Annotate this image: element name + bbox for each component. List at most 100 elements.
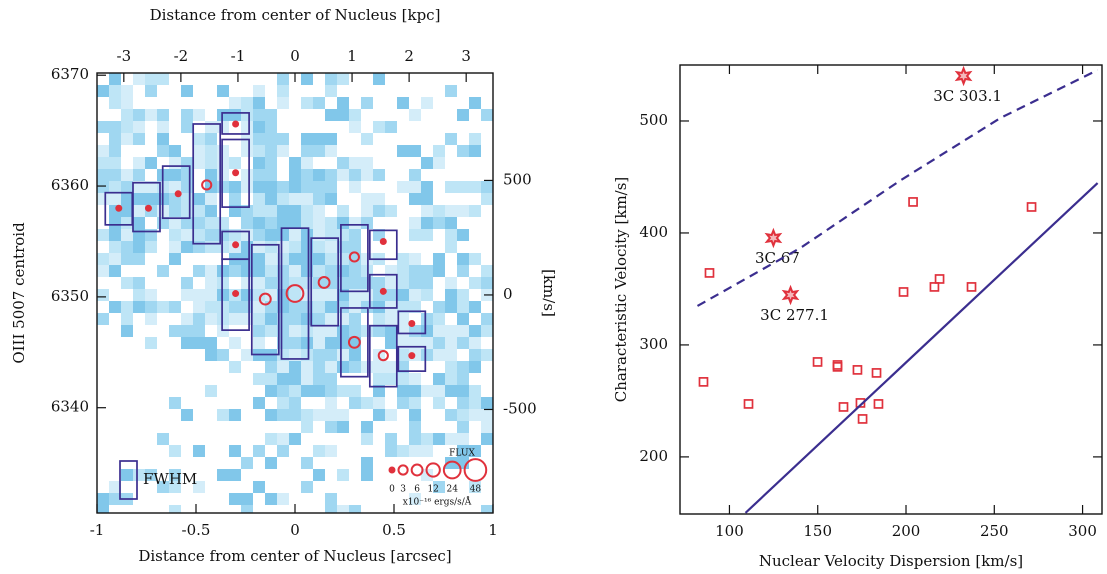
background-pixel [121,325,133,337]
background-pixel [409,289,421,301]
background-pixel [277,85,289,97]
background-pixel [181,109,193,121]
background-pixel [289,229,301,241]
background-pixel [289,289,301,301]
background-pixel [193,265,205,277]
background-pixel [445,241,457,253]
background-pixel [265,277,277,289]
y-tick-label: 6360 [51,176,89,194]
background-pixel [385,409,397,421]
background-pixel [289,253,301,265]
background-pixel [205,385,217,397]
background-pixel [205,289,217,301]
y-tick-label: 200 [639,447,668,465]
background-pixel [469,385,481,397]
background-pixel [349,361,361,373]
flux-point [381,239,386,244]
background-pixel [145,73,157,85]
background-pixel [121,229,133,241]
background-pixel [373,313,385,325]
background-pixel [409,193,421,205]
background-pixel [409,397,421,409]
background-pixel [205,157,217,169]
background-pixel [289,409,301,421]
background-pixel [265,193,277,205]
plot-frame [680,65,1102,514]
background-pixel [313,409,325,421]
y-tick-label: 400 [639,223,668,241]
background-pixel [217,121,229,133]
background-pixel [193,157,205,169]
background-pixel [325,373,337,385]
background-pixel [409,421,421,433]
background-pixel [121,133,133,145]
background-pixel [145,301,157,313]
background-pixel [121,97,133,109]
background-pixel [229,361,241,373]
background-pixel [469,277,481,289]
background-pixel [325,109,337,121]
background-pixel [289,373,301,385]
background-pixel [325,85,337,97]
background-pixel [469,409,481,421]
background-pixel [145,193,157,205]
x2-tick-label: 1 [347,47,357,65]
background-pixel [193,145,205,157]
background-pixel [445,349,457,361]
background-pixel [373,169,385,181]
background-pixel [205,133,217,145]
background-pixel [265,433,277,445]
background-pixel [253,445,265,457]
background-pixel [325,313,337,325]
background-pixel [181,325,193,337]
background-pixel [229,265,241,277]
background-pixel [457,289,469,301]
background-pixel [457,229,469,241]
background-pixel [397,145,409,157]
background-pixel [109,241,121,253]
background-pixel [469,145,481,157]
y2-tick-label: -500 [503,399,537,417]
background-pixel [313,349,325,361]
background-pixel [409,253,421,265]
background-pixel [469,133,481,145]
background-pixel [253,133,265,145]
background-pixel [445,133,457,145]
background-pixel [457,337,469,349]
flux-point [116,206,121,211]
background-pixel [433,397,445,409]
square-point [853,366,861,374]
background-pixel [325,193,337,205]
background-pixel [397,97,409,109]
background-pixel [181,277,193,289]
background-pixel [421,205,433,217]
background-pixel [121,109,133,121]
background-pixel [421,265,433,277]
background-pixel [265,205,277,217]
background-pixel [433,157,445,169]
background-pixel [325,229,337,241]
background-pixel [361,397,373,409]
background-pixel [361,169,373,181]
background-pixel [421,289,433,301]
x-tick-label: 0 [290,521,300,539]
background-pixel [409,217,421,229]
background-pixel [121,277,133,289]
background-pixel [217,265,229,277]
background-pixel [469,361,481,373]
background-pixel [445,289,457,301]
background-pixel [205,229,217,241]
background-pixel [289,361,301,373]
background-pixel [205,145,217,157]
background-pixel [385,373,397,385]
background-pixel [289,433,301,445]
background-pixel [169,205,181,217]
background-pixel [481,433,493,445]
size-legend-label: 48 [470,485,482,495]
right-panel: 100150200250300200300400500Nuclear Veloc… [612,65,1102,570]
background-pixel [409,445,421,457]
background-pixel [265,493,277,505]
background-pixel [121,85,133,97]
background-pixel [325,337,337,349]
background-pixel [409,385,421,397]
